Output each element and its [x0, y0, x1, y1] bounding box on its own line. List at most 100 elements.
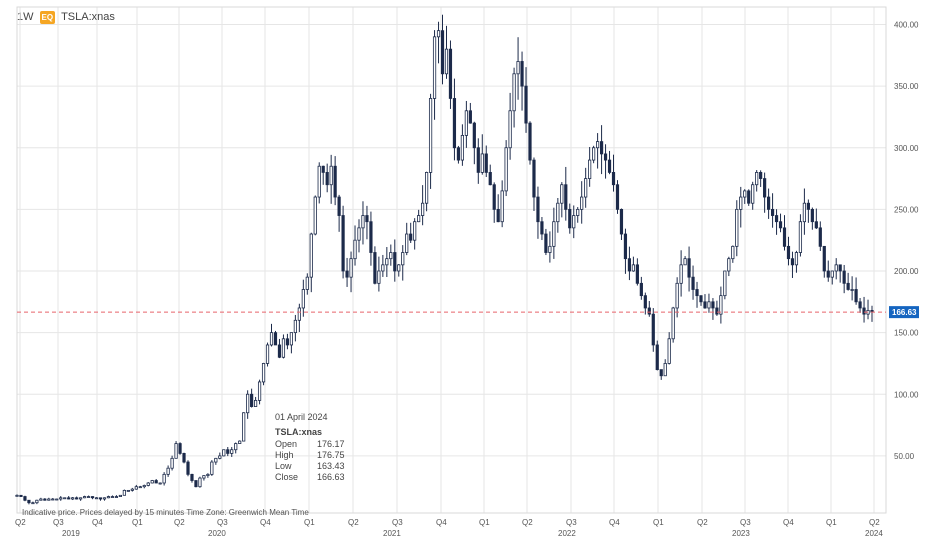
- candle-body-1: [19, 494, 23, 497]
- tooltip-date: 01 April 2024: [275, 412, 328, 422]
- candle-body-65: [273, 332, 278, 346]
- candle-body-37: [162, 473, 166, 484]
- candle-body-175: [711, 301, 715, 309]
- candle-body-25: [114, 496, 119, 498]
- candle-body-143: [584, 178, 588, 198]
- candle-body-176: [715, 307, 719, 315]
- x-quarter-label-16: Q2: [697, 518, 708, 527]
- candle-body-102: [421, 202, 425, 216]
- candle-body-213: [862, 307, 866, 315]
- candle-body-132: [540, 221, 544, 235]
- ohlc-tooltip: 01 April 2024 TSLA:xnas Open 176.17 High 1…: [275, 412, 345, 483]
- candle-body-20: [94, 497, 99, 500]
- candle-body-60: [254, 400, 258, 407]
- candle-body-133: [544, 233, 548, 253]
- candle-body-135: [552, 221, 556, 247]
- candle-body-185: [751, 184, 755, 204]
- candle-body-33: [146, 482, 150, 486]
- candle-body-181: [735, 208, 739, 247]
- x-year-label-5: 2024: [865, 529, 883, 538]
- candle-body-140: [572, 215, 576, 229]
- candle-body-146: [596, 141, 600, 149]
- candle-body-88: [365, 215, 369, 223]
- candle-body-199: [806, 202, 810, 210]
- candle-body-26: [118, 494, 122, 497]
- candle-body-49: [210, 461, 214, 475]
- candle-body-150: [611, 171, 616, 186]
- candle-body-145: [592, 147, 596, 161]
- candle-body-62: [261, 363, 266, 383]
- candle-body-129: [528, 122, 532, 161]
- tooltip-open-label: Open: [275, 439, 298, 449]
- x-quarter-label-18: Q4: [783, 518, 794, 527]
- x-quarter-label-7: Q1: [304, 518, 315, 527]
- candle-body-9: [51, 498, 55, 501]
- candle-body-159: [647, 307, 651, 315]
- candle-body-38: [166, 467, 170, 475]
- x-quarter-label-19: Q1: [826, 518, 837, 527]
- candle-body-119: [488, 171, 492, 186]
- candle-body-106: [436, 30, 441, 38]
- candle-body-198: [802, 202, 806, 223]
- x-quarter-label-11: Q1: [479, 518, 490, 527]
- candle-body-73: [305, 276, 309, 290]
- candle-body-121: [496, 208, 500, 223]
- candle-body-101: [417, 215, 421, 223]
- candle-body-113: [464, 110, 468, 136]
- tooltip-low-value: 163.43: [317, 461, 345, 471]
- candle-body-172: [699, 295, 703, 303]
- tooltip-close-value: 166.63: [317, 472, 345, 482]
- candle-body-152: [619, 208, 624, 235]
- candle-body-200: [810, 208, 814, 223]
- price-disclaimer: Indicative price. Prices delayed by 15 m…: [22, 508, 309, 517]
- y-tick-label-1: 100.00: [894, 390, 919, 399]
- candle-body-78: [325, 171, 329, 186]
- candle-body-210: [850, 289, 854, 291]
- candle-body-99: [409, 233, 413, 241]
- candle-body-3: [27, 499, 31, 504]
- candle-body-44: [190, 473, 194, 481]
- candle-body-203: [822, 245, 826, 272]
- candle-body-42: [182, 453, 186, 463]
- symbol-label[interactable]: TSLA:xnas: [61, 11, 115, 23]
- interval-label[interactable]: 1W: [17, 11, 34, 23]
- candle-body-67: [281, 338, 286, 358]
- candle-body-154: [627, 258, 632, 272]
- candle-body-82: [341, 215, 345, 272]
- candle-body-28: [126, 489, 130, 492]
- candle-body-163: [663, 363, 667, 377]
- x-quarter-label-17: Q3: [740, 518, 751, 527]
- candle-body-6: [39, 498, 43, 501]
- x-year-label-1: 2020: [208, 529, 226, 538]
- y-tick-label-2: 150.00: [894, 329, 919, 338]
- candle-body-120: [492, 184, 496, 210]
- candle-body-108: [444, 48, 449, 75]
- candle-body-52: [222, 449, 226, 457]
- candle-body-11: [59, 497, 63, 500]
- candle-body-27: [122, 489, 126, 496]
- candle-body-4: [31, 502, 35, 505]
- candle-body-174: [707, 301, 711, 309]
- price-tag: 166.63: [892, 308, 917, 317]
- candle-body-45: [194, 480, 198, 488]
- candle-body-8: [47, 498, 51, 501]
- candle-body-189: [767, 196, 771, 210]
- x-year-label-4: 2023: [732, 529, 750, 538]
- candle-body-173: [703, 301, 707, 309]
- tooltip-row-close: Close 166.63: [275, 472, 345, 483]
- y-tick-label-0: 50.00: [894, 452, 915, 461]
- candle-body-35: [154, 480, 158, 484]
- tooltip-row-open: Open 176.17: [275, 439, 345, 450]
- tooltip-row-high: High 176.75: [275, 450, 345, 461]
- candle-body-86: [357, 227, 361, 241]
- tooltip-symbol: TSLA:xnas: [275, 427, 323, 437]
- candle-body-7: [43, 498, 47, 501]
- candle-body-193: [782, 227, 787, 247]
- candle-body-71: [297, 307, 301, 321]
- candle-body-53: [226, 449, 230, 454]
- candle-body-182: [739, 196, 743, 210]
- candle-body-46: [198, 477, 202, 488]
- candle-body-17: [83, 496, 87, 499]
- candle-body-165: [671, 307, 675, 340]
